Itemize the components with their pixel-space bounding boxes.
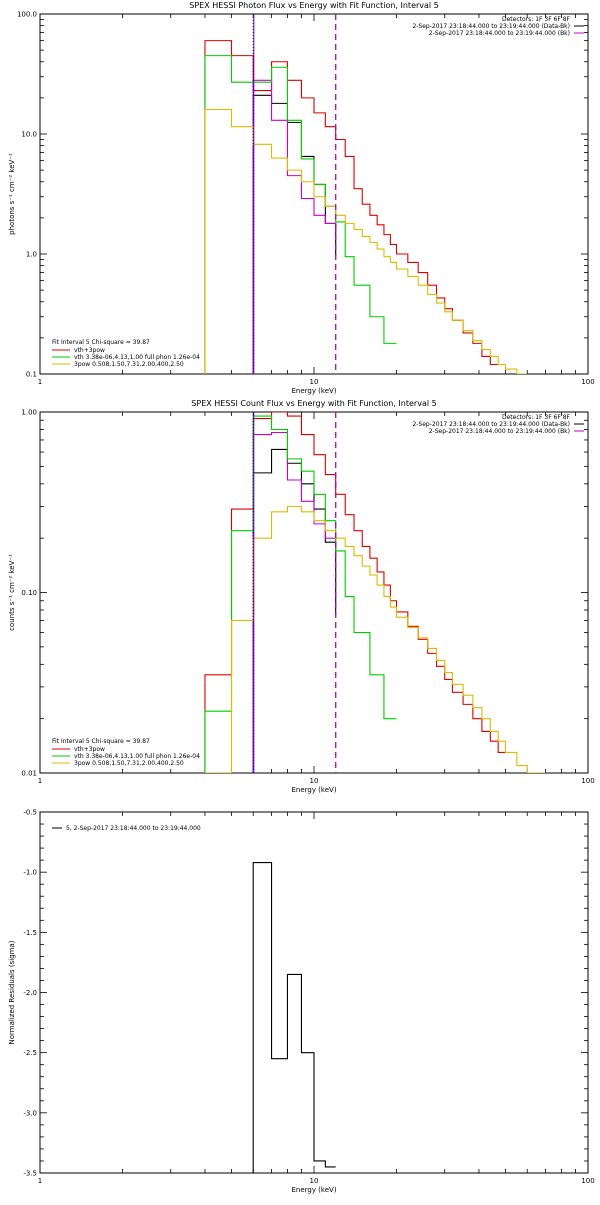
- x-tick-label: 100: [581, 777, 594, 785]
- chart-panel-2: SPEX HESSI Count Flux vs Energy with Fit…: [8, 399, 595, 794]
- y-tick-label: 0.01: [21, 770, 37, 778]
- series-line-2: [252, 94, 337, 374]
- legend-entry-1: vth+3pow: [74, 347, 105, 354]
- series-line-4: [204, 55, 397, 374]
- header-line-1: Detectors: 1F 3F 6F 8F: [502, 16, 571, 23]
- series-line-1: [204, 412, 506, 773]
- chart-panel-3: 1 10 100 Energy (keV) -3.5 -3.0 -2.5 -2.0 -1.5 -1…: [8, 809, 595, 1195]
- series-line-5: [204, 108, 528, 374]
- series-line-4: [204, 415, 397, 773]
- x-tick-label: 1: [38, 378, 42, 386]
- y-tick-label: 1.0: [26, 251, 37, 259]
- legend-title: Fit Interval 5 Chi-square = 39.87: [52, 339, 150, 346]
- header-line-3: 2-Sep-2017 23:18:44.000 to 23:19:44.000 …: [429, 428, 570, 435]
- plot-frame: [39, 411, 589, 774]
- series-line-5: [204, 505, 546, 773]
- chart-title: SPEX HESSI Photon Flux vs Energy with Fi…: [189, 1, 439, 10]
- y-tick-label: -3.0: [23, 1109, 37, 1117]
- series-line-3: [252, 79, 337, 374]
- y-tick-label: -2.0: [23, 989, 37, 997]
- y-tick-label: -1.0: [23, 869, 37, 877]
- series-line-1: [204, 40, 499, 374]
- header-line-2: 2-Sep-2017 23:18:44.000 to 23:19:44.000 …: [412, 421, 570, 428]
- header-line-1: Detectors: 1F 3F 6F 8F: [502, 414, 571, 421]
- y-axis-label: counts s⁻¹ cm⁻² keV⁻¹: [8, 554, 16, 631]
- legend-entry-1: 5, 2-Sep-2017 23:18:44.000 to 23:19:44.0…: [66, 825, 201, 832]
- x-axis-label: Energy (keV): [291, 1186, 336, 1194]
- y-tick-label: -2.5: [23, 1049, 37, 1057]
- y-axis-label: Normalized Residuals (sigma): [8, 940, 16, 1044]
- x-tick-label: 100: [581, 378, 594, 386]
- x-tick-label: 1: [38, 777, 42, 785]
- x-axis-label: Energy (keV): [291, 387, 336, 395]
- series-line-1: [252, 861, 336, 1173]
- y-tick-label: 10.0: [21, 131, 37, 139]
- y-tick-label: 0.1: [26, 371, 37, 379]
- legend-entry-3: 3pow 0.508,1.50,7.31,2.00,400,2.50: [74, 361, 184, 368]
- series-line-3: [252, 431, 337, 773]
- x-tick-label: 100: [581, 1177, 594, 1185]
- y-tick-label: 100.0: [17, 11, 37, 19]
- y-tick-label: -3.5: [23, 1170, 37, 1178]
- x-tick-label: 10: [310, 777, 319, 785]
- chart-panel-1: SPEX HESSI Photon Flux vs Energy with Fi…: [8, 1, 595, 395]
- legend-entry-1: vth+3pow: [74, 746, 105, 753]
- legend-title: Fit Interval 5 Chi-square = 39.87: [52, 738, 150, 745]
- x-tick-label: 1: [38, 1177, 42, 1185]
- x-tick-label: 10: [310, 378, 319, 386]
- x-axis-label: Energy (keV): [291, 786, 336, 794]
- y-tick-label: -1.5: [23, 929, 37, 937]
- y-axis-label: photons s⁻¹ cm⁻² keV⁻¹: [8, 153, 16, 235]
- legend-entry-2: vth 3.38e-06,4.13,1.00 full phon 1.26e-0…: [74, 354, 200, 361]
- header-line-2: 2-Sep-2017 23:18:44.000 to 23:19:44.000 …: [412, 23, 570, 30]
- legend-entry-2: vth 3.38e-06,4.13,1.00 full phon 1.26e-0…: [74, 753, 200, 760]
- chart-title: SPEX HESSI Count Flux vs Energy with Fit…: [191, 399, 436, 408]
- y-tick-label: 1.00: [21, 409, 37, 417]
- series-line-2: [252, 448, 337, 773]
- x-tick-label: 10: [310, 1177, 319, 1185]
- legend-entry-3: 3pow 0.508,1.50,7.31,2.00,400,2.50: [74, 760, 184, 767]
- header-line-3: 2-Sep-2017 23:18:44.000 to 23:19:44.000 …: [429, 30, 570, 37]
- y-tick-label: 0.10: [21, 589, 37, 597]
- y-tick-label: -0.5: [23, 809, 37, 817]
